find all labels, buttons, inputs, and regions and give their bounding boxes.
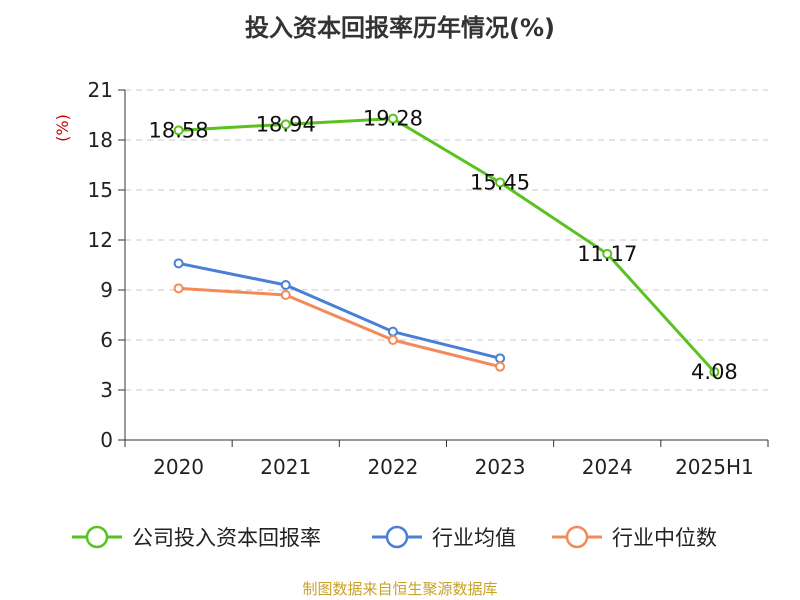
data-point <box>387 326 398 337</box>
x-tick-label: 2020 <box>153 455 204 479</box>
data-point <box>173 283 184 294</box>
data-point <box>495 177 506 188</box>
grid-lines <box>125 89 768 391</box>
legend-label: 行业中位数 <box>612 526 717 550</box>
y-tick-label: 21 <box>88 78 113 102</box>
legend-marker <box>385 525 409 549</box>
y-unit-label: (%) <box>53 114 72 142</box>
legend-marker <box>85 525 109 549</box>
data-label: 19.28 <box>363 107 423 131</box>
data-point <box>387 113 398 124</box>
y-tick-label: 6 <box>100 328 113 352</box>
data-point <box>280 119 291 130</box>
legend-marker <box>565 525 589 549</box>
axes <box>118 89 769 447</box>
data-point <box>495 361 506 372</box>
data-point <box>173 258 184 269</box>
series-line-0 <box>178 117 716 374</box>
x-tick-label: 2025H1 <box>675 455 754 479</box>
y-tick-label: 12 <box>88 228 113 252</box>
x-tick-labels: 2020 2021 2022 2023 2024 2025H1 <box>153 455 754 479</box>
data-label: 11.17 <box>577 242 637 266</box>
series-line-1 <box>178 261 501 360</box>
source-footer: 制图数据来自恒生聚源数据库 <box>302 580 498 598</box>
series-line-2 <box>178 286 501 369</box>
legend-item-2[interactable]: 行业中位数 <box>552 525 717 550</box>
data-label: 15.45 <box>470 171 530 195</box>
data-point <box>495 353 506 364</box>
y-tick-label: 3 <box>100 378 113 402</box>
data-point <box>280 290 291 300</box>
x-tick-label: 2023 <box>475 455 526 479</box>
y-tick-label: 18 <box>88 128 113 152</box>
data-label: 18.94 <box>256 112 316 136</box>
x-tick-label: 2021 <box>260 455 311 479</box>
chart-title: 投入资本回报率历年情况(%) <box>245 14 555 42</box>
data-label: 18.58 <box>149 118 209 142</box>
data-point <box>709 367 720 377</box>
legend-item-1[interactable]: 行业均值 <box>372 525 516 550</box>
legend-item-0[interactable]: 公司投入资本回报率 <box>72 525 321 550</box>
legend-label: 行业均值 <box>432 526 516 550</box>
data-point <box>387 335 398 345</box>
y-tick-label: 15 <box>88 178 113 202</box>
y-tick-label: 9 <box>100 278 113 302</box>
data-point <box>602 248 613 259</box>
data-labels: 18.58 18.94 19.28 15.45 11.17 4.08 <box>149 107 738 384</box>
x-tick-label: 2022 <box>367 455 418 479</box>
legend: 公司投入资本回报率 行业均值 行业中位数 <box>72 525 717 550</box>
y-tick-label: 0 <box>100 428 113 452</box>
y-tick-labels: 0 3 6 9 12 15 18 21 <box>88 78 113 452</box>
data-point <box>173 125 184 136</box>
legend-label: 公司投入资本回报率 <box>132 526 321 550</box>
data-label: 4.08 <box>691 360 738 384</box>
data-point <box>280 280 291 290</box>
series-lines <box>173 113 720 377</box>
x-tick-label: 2024 <box>582 455 633 479</box>
